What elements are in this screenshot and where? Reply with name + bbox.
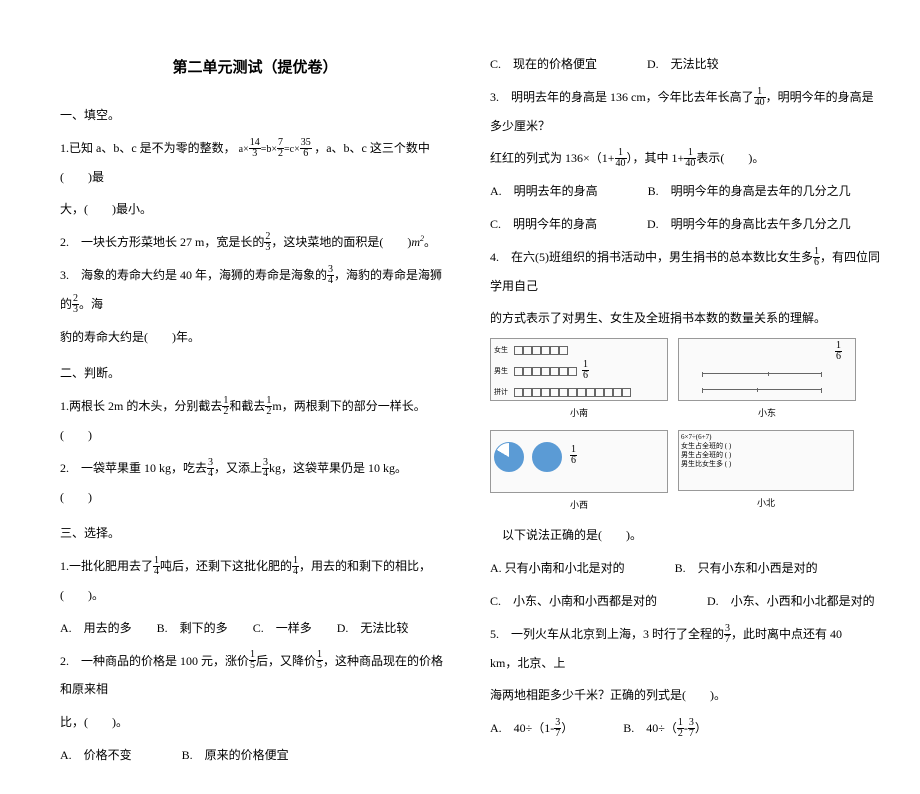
option-b: B. 原来的价格便宜: [182, 741, 289, 770]
q3-4-cont: 的方式表示了对男生、女生及全班捐书本数的数量关系的理解。: [490, 304, 880, 333]
q1-2: 2. 一块长方形菜地长 27 m，宽是长的23，这块菜地的面积是( )m2。: [60, 228, 450, 257]
text: 。海: [79, 297, 103, 311]
option-d: D. 无法比较: [647, 50, 719, 79]
diagram-bei: 6×7÷(6+7) 女生占全班的 ( ) 男生占全班的 ( ) 男生比女生多 (…: [678, 430, 854, 517]
section-3-heading: 三、选择。: [60, 519, 450, 548]
q1-1: 1.已知 a、b、c 是不为零的整数， a×143=b×72=c×356 ，a、…: [60, 134, 450, 192]
text: 后，又降价: [256, 654, 316, 668]
text: ，又添上: [214, 461, 262, 475]
option-a: A. 40÷（1-37）: [490, 714, 573, 743]
diagram-nan: 女生 男生 16 拼计 小南: [490, 338, 668, 425]
q3-2-cont: 比，( )。: [60, 708, 450, 737]
text: 吨后，还剩下这批化肥的: [160, 559, 292, 573]
text: 4. 在六(5)班组织的捐书活动中，男生捐书的总本数比女生多: [490, 250, 813, 264]
text: 5. 一列火车从北京到上海，3 时行了全程的: [490, 627, 724, 641]
option-a: A. 只有小南和小北是对的: [490, 554, 625, 583]
q3-5-cont: 海两地相距多少千米？正确的列式是( )。: [490, 681, 880, 710]
diagram-dong: 16 小东: [678, 338, 856, 425]
q3-5-options-ab: A. 40÷（1-37） B. 40÷（12-37）: [490, 714, 880, 743]
q1-3: 3. 海象的寿命大约是 40 年，海狮的寿命是海象的34，海豹的寿命是海狮的23…: [60, 261, 450, 319]
q3-2: 2. 一种商品的价格是 100 元，涨价15后，又降价15，这种商品现在的价格和…: [60, 647, 450, 705]
q2-2: 2. 一袋苹果重 10 kg，吃去34，又添上34kg，这袋苹果仍是 10 kg…: [60, 454, 450, 512]
q3-3-options-cd: C. 明明今年的身高 D. 明明今年的身高比去午多几分之几: [490, 210, 880, 239]
q3-4-options-cd: C. 小东、小南和小西都是对的 D. 小东、小西和小北都是对的: [490, 587, 880, 616]
q3-3: 3. 明明去年的身高是 136 cm，今年比去年长高了140，明明今年的身高是多…: [490, 83, 880, 141]
option-a: A. 用去的多: [60, 614, 132, 643]
text: =b×: [261, 144, 277, 155]
option-a: A. 明明去年的身高: [490, 177, 598, 206]
text: 和截去: [229, 399, 265, 413]
text: 1.已知 a、b、c 是不为零的整数，: [60, 141, 236, 155]
option-c: C. 现在的价格便宜: [490, 50, 597, 79]
section-2-heading: 二、判断。: [60, 359, 450, 388]
text: 1.一批化肥用去了: [60, 559, 153, 573]
q3-1: 1.一批化肥用去了14吨后，还剩下这批化肥的14，用去的和剩下的相比，( )。: [60, 552, 450, 610]
diagram-row-1: 女生 男生 16 拼计 小南 16 小东: [490, 338, 880, 425]
q3-1-options: A. 用去的多 B. 剩下的多 C. 一样多 D. 无法比较: [60, 614, 450, 643]
text: 表示( )。: [696, 151, 764, 165]
option-c: C. 一样多: [253, 614, 312, 643]
q3-2-options-cd: C. 现在的价格便宜 D. 无法比较: [490, 50, 880, 79]
text: 3. 海象的寿命大约是 40 年，海狮的寿命是海象的: [60, 268, 327, 282]
diagram-row-2: 16 小西 6×7÷(6+7) 女生占全班的 ( ) 男生占全班的 ( ) 男生…: [490, 430, 880, 517]
diagram-xi: 16 小西: [490, 430, 668, 517]
text: a×: [239, 144, 249, 155]
option-d: D. 小东、小西和小北都是对的: [707, 587, 875, 616]
text: ），其中 1+: [627, 151, 685, 165]
text: 红红的列式为 136×（1+: [490, 151, 615, 165]
q3-3-cont: 红红的列式为 136×（1+140），其中 1+140表示( )。: [490, 144, 880, 173]
text: 2. 一袋苹果重 10 kg，吃去: [60, 461, 207, 475]
text: 1.两根长 2m 的木头，分别截去: [60, 399, 222, 413]
text: 2. 一种商品的价格是 100 元，涨价: [60, 654, 249, 668]
q2-1: 1.两根长 2m 的木头，分别截去12和截去12m，两根剩下的部分一样长。 ( …: [60, 392, 450, 450]
right-column: C. 现在的价格便宜 D. 无法比较 3. 明明去年的身高是 136 cm，今年…: [490, 50, 880, 774]
option-d: D. 明明今年的身高比去午多几分之几: [647, 210, 851, 239]
text: 2. 一块长方形菜地长 27 m，宽是长的: [60, 235, 264, 249]
option-b: B. 明明今年的身高是去年的几分之几: [648, 177, 851, 206]
text: 3. 明明去年的身高是 136 cm，今年比去年长高了: [490, 90, 754, 104]
q1-1-cont: 大，( )最小。: [60, 195, 450, 224]
left-column: 第二单元测试（提优卷） 一、填空。 1.已知 a、b、c 是不为零的整数， a×…: [60, 50, 450, 774]
option-b: B. 40÷（12-37）: [623, 714, 707, 743]
q3-3-options-ab: A. 明明去年的身高 B. 明明今年的身高是去年的几分之几: [490, 177, 880, 206]
section-1-heading: 一、填空。: [60, 101, 450, 130]
q1-3-cont: 豹的寿命大约是( )年。: [60, 323, 450, 352]
page: 第二单元测试（提优卷） 一、填空。 1.已知 a、b、c 是不为零的整数， a×…: [0, 0, 920, 794]
q3-2-options-ab: A. 价格不变 B. 原来的价格便宜: [60, 741, 450, 770]
m-squared: m2: [411, 235, 424, 249]
option-c: C. 小东、小南和小西都是对的: [490, 587, 657, 616]
text: ，这块菜地的面积是( ): [271, 235, 411, 249]
text: 。: [424, 235, 436, 249]
option-a: A. 价格不变: [60, 741, 132, 770]
q3-4-options-ab: A. 只有小南和小北是对的 B. 只有小东和小西是对的: [490, 554, 880, 583]
q3-4: 4. 在六(5)班组织的捐书活动中，男生捐书的总本数比女生多16，有四位同学用自…: [490, 243, 880, 301]
q3-5: 5. 一列火车从北京到上海，3 时行了全程的37，此时离中点还有 40 km，北…: [490, 620, 880, 678]
option-c: C. 明明今年的身高: [490, 210, 597, 239]
text: =c×: [284, 144, 300, 155]
option-d: D. 无法比较: [337, 614, 409, 643]
q3-4-prompt: 以下说法正确的是( )。: [490, 521, 880, 550]
option-b: B. 剩下的多: [157, 614, 228, 643]
page-title: 第二单元测试（提优卷）: [60, 50, 450, 86]
option-b: B. 只有小东和小西是对的: [675, 554, 818, 583]
